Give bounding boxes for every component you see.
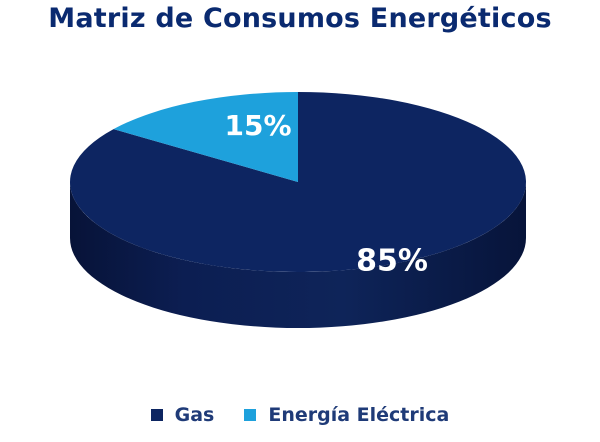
legend-item-gas: Gas <box>150 404 215 426</box>
pie-side-wall <box>70 182 526 328</box>
legend: Gas Energía Eléctrica <box>0 404 600 426</box>
pie-side-wall-face <box>70 182 526 328</box>
legend-label-gas: Gas <box>174 404 215 426</box>
pie-data-labels: 85% 15% <box>224 109 427 279</box>
pie-slice-gas <box>70 92 527 272</box>
legend-swatch-gas <box>150 409 163 421</box>
pie-slice-energia-electrica <box>113 92 298 182</box>
pie-top-face <box>70 92 527 272</box>
legend-item-energia-electrica: Energía Eléctrica <box>244 404 449 426</box>
data-label-energia-electrica: 15% <box>224 109 291 142</box>
legend-swatch-energia-electrica <box>244 409 257 421</box>
chart-title: Matriz de Consumos Energéticos <box>48 3 552 34</box>
legend-label-energia-electrica: Energía Eléctrica <box>268 404 450 426</box>
data-label-gas: 85% <box>356 244 428 279</box>
